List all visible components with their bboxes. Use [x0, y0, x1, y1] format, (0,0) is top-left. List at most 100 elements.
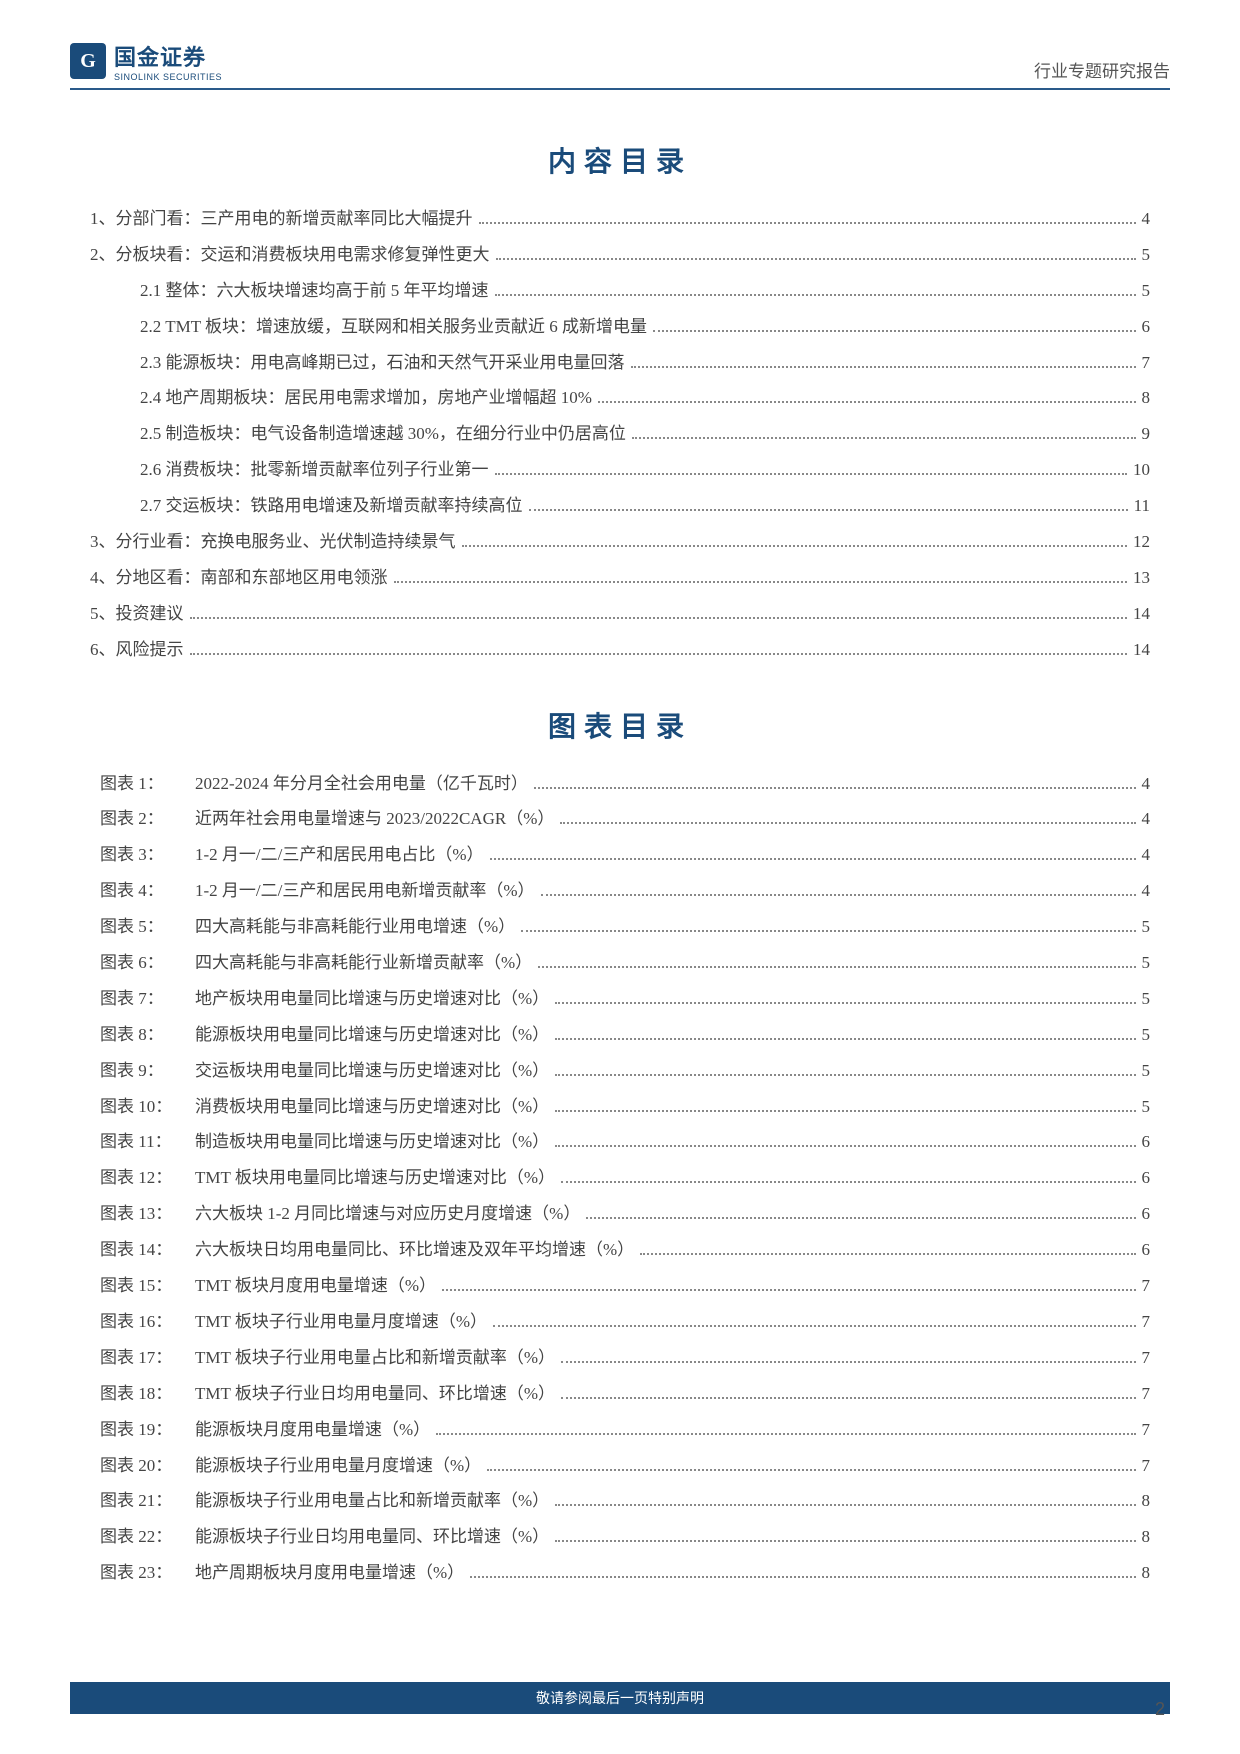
- figure-title: 2022-2024 年分月全社会用电量（亿千瓦时）: [195, 770, 528, 799]
- figure-entry: 图表 1：2022-2024 年分月全社会用电量（亿千瓦时） 4: [100, 770, 1150, 799]
- figure-prefix: 图表 4：: [100, 877, 195, 906]
- toc-entry: 2.6 消费板块：批零新增贡献率位列子行业第一 10: [140, 456, 1150, 485]
- figure-entry: 图表 2：近两年社会用电量增速与 2023/2022CAGR（%） 4: [100, 805, 1150, 834]
- figure-page: 8: [1142, 1487, 1151, 1516]
- figure-entry: 图表 7：地产板块用电量同比增速与历史增速对比（%） 5: [100, 985, 1150, 1014]
- figure-prefix: 图表 22：: [100, 1523, 195, 1552]
- logo-icon: G: [70, 43, 106, 79]
- figure-dots: [442, 1289, 1136, 1291]
- figure-title: 六大板块日均用电量同比、环比增速及双年平均增速（%）: [195, 1236, 634, 1265]
- figure-entry: 图表 12：TMT 板块用电量同比增速与历史增速对比（%） 6: [100, 1164, 1150, 1193]
- figure-dots: [521, 930, 1135, 932]
- toc-dots: [496, 258, 1136, 260]
- figure-entry: 图表 4：1-2 月一/二/三产和居民用电新增贡献率（%） 4: [100, 877, 1150, 906]
- figure-page: 4: [1142, 841, 1151, 870]
- page-footer: 敬请参阅最后一页特别声明 2: [0, 1682, 1240, 1714]
- toc-label: 2.2 TMT 板块：增速放缓，互联网和相关服务业贡献近 6 成新增电量: [140, 313, 647, 342]
- figure-page: 6: [1142, 1236, 1151, 1265]
- figure-prefix: 图表 2：: [100, 805, 195, 834]
- figure-dots: [538, 966, 1135, 968]
- figure-title: TMT 板块子行业日均用电量同、环比增速（%）: [195, 1380, 555, 1409]
- toc-page: 14: [1133, 600, 1150, 629]
- figure-dots: [555, 1110, 1135, 1112]
- figure-prefix: 图表 5：: [100, 913, 195, 942]
- figure-title: 地产板块用电量同比增速与历史增速对比（%）: [195, 985, 549, 1014]
- toc-label: 3、分行业看：充换电服务业、光伏制造持续景气: [90, 528, 456, 557]
- toc-label: 4、分地区看：南部和东部地区用电领涨: [90, 564, 388, 593]
- figure-dots: [555, 1540, 1135, 1542]
- figure-entry: 图表 14：六大板块日均用电量同比、环比增速及双年平均增速（%） 6: [100, 1236, 1150, 1265]
- figure-page: 5: [1142, 913, 1151, 942]
- figure-entry: 图表 21：能源板块子行业用电量占比和新增贡献率（%） 8: [100, 1487, 1150, 1516]
- toc-list: 1、分部门看：三产用电的新增贡献率同比大幅提升 4 2、分板块看：交运和消费板块用…: [90, 205, 1150, 665]
- figure-dots: [493, 1325, 1136, 1327]
- toc-page: 5: [1142, 241, 1151, 270]
- figure-dots: [640, 1253, 1135, 1255]
- figure-prefix: 图表 8：: [100, 1021, 195, 1050]
- toc-entry: 1、分部门看：三产用电的新增贡献率同比大幅提升 4: [90, 205, 1150, 234]
- figure-title: TMT 板块月度用电量增速（%）: [195, 1272, 436, 1301]
- figure-prefix: 图表 3：: [100, 841, 195, 870]
- figure-prefix: 图表 1：: [100, 770, 195, 799]
- toc-title: 内容目录: [90, 140, 1150, 180]
- toc-label: 2、分板块看：交运和消费板块用电需求修复弹性更大: [90, 241, 490, 270]
- figure-title: 能源板块子行业用电量占比和新增贡献率（%）: [195, 1487, 549, 1516]
- figure-dots: [555, 1074, 1135, 1076]
- toc-page: 11: [1134, 492, 1150, 521]
- toc-dots: [631, 366, 1136, 368]
- figure-prefix: 图表 15：: [100, 1272, 195, 1301]
- figure-prefix: 图表 17：: [100, 1344, 195, 1373]
- toc-dots: [394, 581, 1128, 583]
- figure-dots: [555, 1504, 1135, 1506]
- figure-prefix: 图表 18：: [100, 1380, 195, 1409]
- figure-title: 交运板块用电量同比增速与历史增速对比（%）: [195, 1057, 549, 1086]
- figure-prefix: 图表 10：: [100, 1093, 195, 1122]
- toc-page: 9: [1142, 420, 1151, 449]
- figure-title: TMT 板块子行业用电量占比和新增贡献率（%）: [195, 1344, 555, 1373]
- figure-page: 7: [1142, 1308, 1151, 1337]
- toc-label: 2.3 能源板块：用电高峰期已过，石油和天然气开采业用电量回落: [140, 349, 625, 378]
- toc-label: 2.6 消费板块：批零新增贡献率位列子行业第一: [140, 456, 489, 485]
- figure-title: 能源板块子行业日均用电量同、环比增速（%）: [195, 1523, 549, 1552]
- figure-title: 能源板块用电量同比增速与历史增速对比（%）: [195, 1021, 549, 1050]
- figure-page: 7: [1142, 1272, 1151, 1301]
- toc-label: 2.4 地产周期板块：居民用电需求增加，房地产业增幅超 10%: [140, 384, 592, 413]
- figure-page: 5: [1142, 949, 1151, 978]
- figure-dots: [561, 1361, 1136, 1363]
- toc-label: 6、风险提示: [90, 636, 184, 665]
- figure-page: 7: [1142, 1380, 1151, 1409]
- toc-dots: [653, 330, 1135, 332]
- figure-page: 7: [1142, 1344, 1151, 1373]
- figure-title: 1-2 月一/二/三产和居民用电新增贡献率（%）: [195, 877, 535, 906]
- figure-title: 六大板块 1-2 月同比增速与对应历史月度增速（%）: [195, 1200, 580, 1229]
- toc-label: 2.7 交运板块：铁路用电增速及新增贡献率持续高位: [140, 492, 523, 521]
- toc-dots: [190, 653, 1128, 655]
- toc-entry: 2.7 交运板块：铁路用电增速及新增贡献率持续高位 11: [140, 492, 1150, 521]
- figure-entry: 图表 13：六大板块 1-2 月同比增速与对应历史月度增速（%） 6: [100, 1200, 1150, 1229]
- figure-prefix: 图表 16：: [100, 1308, 195, 1337]
- toc-page: 8: [1142, 384, 1151, 413]
- toc-entry: 2.2 TMT 板块：增速放缓，互联网和相关服务业贡献近 6 成新增电量 6: [140, 313, 1150, 342]
- toc-page: 7: [1142, 349, 1151, 378]
- figure-prefix: 图表 21：: [100, 1487, 195, 1516]
- figure-list: 图表 1：2022-2024 年分月全社会用电量（亿千瓦时） 4 图表 2：近两年…: [90, 770, 1150, 1588]
- figure-title: TMT 板块用电量同比增速与历史增速对比（%）: [195, 1164, 555, 1193]
- toc-entry: 2.3 能源板块：用电高峰期已过，石油和天然气开采业用电量回落 7: [140, 349, 1150, 378]
- figure-dots: [470, 1576, 1135, 1578]
- figure-dots: [561, 1397, 1136, 1399]
- toc-dots: [462, 545, 1128, 547]
- figure-entry: 图表 3：1-2 月一/二/三产和居民用电占比（%） 4: [100, 841, 1150, 870]
- toc-entry: 2.4 地产周期板块：居民用电需求增加，房地产业增幅超 10% 8: [140, 384, 1150, 413]
- toc-page: 12: [1133, 528, 1150, 557]
- figure-page: 5: [1142, 1057, 1151, 1086]
- logo: G 国金证券 SINOLINK SECURITIES: [70, 40, 222, 82]
- figure-title: 能源板块月度用电量增速（%）: [195, 1416, 430, 1445]
- toc-entry: 2、分板块看：交运和消费板块用电需求修复弹性更大 5: [90, 241, 1150, 270]
- figure-entry: 图表 8：能源板块用电量同比增速与历史增速对比（%） 5: [100, 1021, 1150, 1050]
- figure-page: 6: [1142, 1164, 1151, 1193]
- figure-entry: 图表 10：消费板块用电量同比增速与历史增速对比（%） 5: [100, 1093, 1150, 1122]
- figure-dots: [555, 1145, 1135, 1147]
- toc-label: 1、分部门看：三产用电的新增贡献率同比大幅提升: [90, 205, 473, 234]
- figure-title: 1-2 月一/二/三产和居民用电占比（%）: [195, 841, 484, 870]
- figure-title: 近两年社会用电量增速与 2023/2022CAGR（%）: [195, 805, 554, 834]
